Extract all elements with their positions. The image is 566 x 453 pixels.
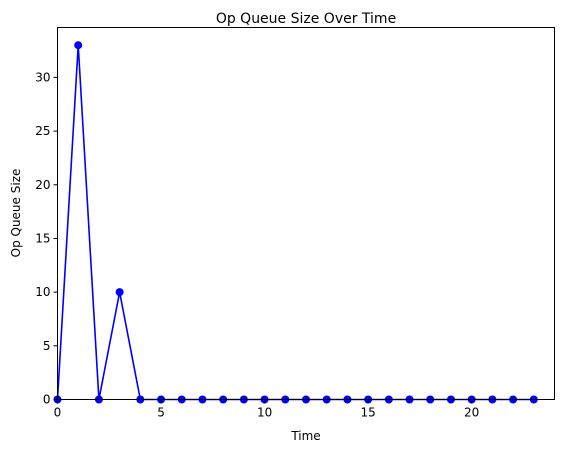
y-tick-label: 15 <box>35 231 50 245</box>
data-point <box>115 288 124 297</box>
y-tick-label: 30 <box>35 70 50 84</box>
y-axis-label: Op Queue Size <box>9 169 23 258</box>
x-tick-label: 10 <box>257 406 272 420</box>
plot-frame <box>57 27 555 400</box>
plot-area <box>53 41 538 404</box>
y-tick-label: 25 <box>35 124 50 138</box>
x-axis-label: Time <box>290 429 320 443</box>
x-tick-label: 20 <box>464 406 479 420</box>
data-point <box>74 41 83 50</box>
x-tick-label: 15 <box>360 406 375 420</box>
y-tick-label: 5 <box>43 339 51 353</box>
x-axis: 0 5 10 15 20 <box>54 399 479 420</box>
y-tick-label: 10 <box>35 285 50 299</box>
y-tick-label: 20 <box>35 178 50 192</box>
x-tick-label: 5 <box>157 406 165 420</box>
x-tick-label: 0 <box>54 406 62 420</box>
y-axis: 0 5 10 15 20 25 30 <box>35 70 58 407</box>
y-tick-label: 0 <box>43 393 51 407</box>
series-line <box>56 44 534 401</box>
chart-title: Op Queue Size Over Time <box>216 11 396 27</box>
